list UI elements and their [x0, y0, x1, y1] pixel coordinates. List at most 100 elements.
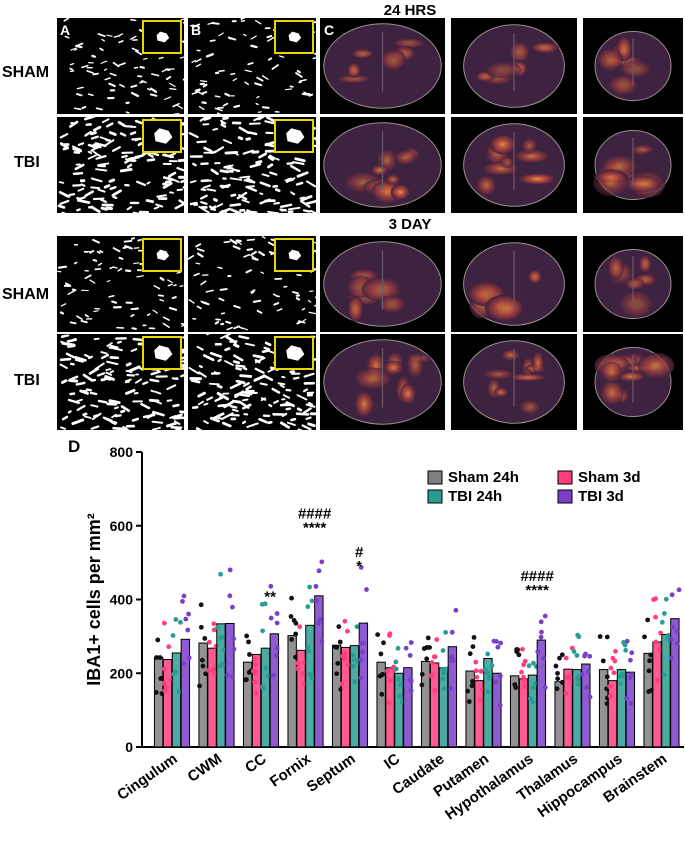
data-point	[538, 619, 544, 625]
brain-heatmap-tile	[320, 18, 445, 114]
data-point	[313, 584, 319, 589]
data-point	[661, 611, 667, 616]
significance-marker: ####	[298, 505, 332, 522]
data-point	[467, 651, 473, 657]
row-label-tbi-3d: TBI	[14, 372, 40, 389]
data-point	[334, 671, 340, 677]
zoom-inset	[274, 238, 314, 272]
data-point	[627, 657, 633, 663]
data-point	[403, 645, 409, 651]
data-point	[542, 685, 548, 690]
data-point	[608, 665, 614, 671]
bar-sham-3d	[607, 680, 618, 748]
bar-tbi-3d	[314, 595, 324, 748]
legend-label: TBI 24h	[448, 488, 502, 505]
data-point	[379, 691, 385, 697]
data-point	[515, 647, 521, 653]
data-point	[387, 677, 393, 683]
data-point	[448, 655, 454, 661]
data-point	[419, 682, 425, 688]
data-point	[231, 636, 237, 642]
brain-heatmap-tile	[451, 18, 577, 114]
data-point	[668, 636, 674, 642]
data-point	[553, 663, 559, 669]
data-point	[220, 661, 226, 667]
data-point	[474, 674, 480, 680]
data-point	[571, 649, 577, 654]
section-title-24hrs: 24 HRS	[383, 2, 437, 19]
bar-sham-24h	[598, 669, 609, 748]
bar-sham-3d	[296, 649, 306, 748]
brain-heatmap-tile	[451, 236, 577, 332]
data-point	[336, 624, 342, 629]
data-point	[350, 663, 356, 669]
data-point	[612, 658, 618, 664]
data-point	[274, 611, 280, 616]
y-tick-label: 400	[110, 592, 134, 608]
data-point	[203, 671, 209, 677]
data-point	[200, 663, 206, 669]
legend-label: Sham 3d	[578, 469, 641, 486]
data-point	[181, 660, 187, 666]
data-point	[587, 694, 593, 700]
data-point	[225, 672, 230, 678]
data-point	[484, 670, 490, 676]
data-point	[155, 637, 161, 643]
brain-heatmap-tile	[320, 334, 445, 430]
data-point	[440, 648, 446, 653]
data-point	[629, 650, 635, 656]
data-point	[334, 644, 340, 650]
data-point	[358, 565, 364, 570]
significance-marker: *	[356, 558, 362, 575]
microglia-image-tile	[188, 117, 316, 213]
data-point	[307, 672, 313, 677]
bar-sham-24h	[153, 656, 164, 748]
data-point	[663, 596, 669, 602]
data-point	[645, 617, 651, 623]
data-point	[361, 640, 367, 646]
data-point	[575, 632, 581, 638]
data-point	[526, 663, 532, 669]
data-point	[485, 651, 491, 657]
data-point	[522, 658, 528, 664]
data-point	[314, 598, 319, 604]
bar-sham-3d	[518, 678, 529, 748]
data-point	[253, 662, 258, 667]
data-point	[519, 669, 524, 675]
data-point	[473, 668, 479, 674]
legend-swatch	[427, 470, 443, 485]
panel-letter-d: D	[68, 437, 81, 456]
bar-tbi-24h	[171, 652, 182, 748]
data-point	[407, 653, 413, 658]
x-tick-label: CWM	[185, 750, 225, 785]
data-point	[429, 660, 435, 665]
data-point	[398, 682, 404, 688]
data-point	[274, 620, 280, 626]
bar-sham-3d	[563, 668, 573, 748]
microglia-image-tile	[188, 18, 316, 114]
bar-tbi-3d	[403, 667, 413, 748]
brain-heatmap-tile	[451, 334, 577, 430]
data-point	[173, 669, 179, 675]
data-point	[319, 638, 325, 644]
bar-sham-3d	[162, 659, 173, 748]
data-point	[198, 624, 204, 630]
bar-tbi-24h	[572, 669, 582, 748]
data-point	[339, 681, 345, 687]
data-point	[185, 627, 191, 633]
data-point	[567, 674, 573, 680]
data-point	[252, 679, 257, 685]
panel-letter-a: A	[60, 22, 71, 38]
data-point	[393, 659, 399, 665]
data-point	[498, 673, 503, 679]
data-point	[408, 640, 414, 645]
data-point	[530, 660, 536, 666]
data-point	[178, 619, 183, 625]
bar-tbi-3d	[358, 622, 369, 748]
data-point	[466, 699, 472, 705]
data-point	[358, 657, 364, 663]
legend-label: TBI 3d	[578, 488, 624, 505]
data-point	[485, 689, 491, 695]
data-point	[246, 669, 252, 675]
